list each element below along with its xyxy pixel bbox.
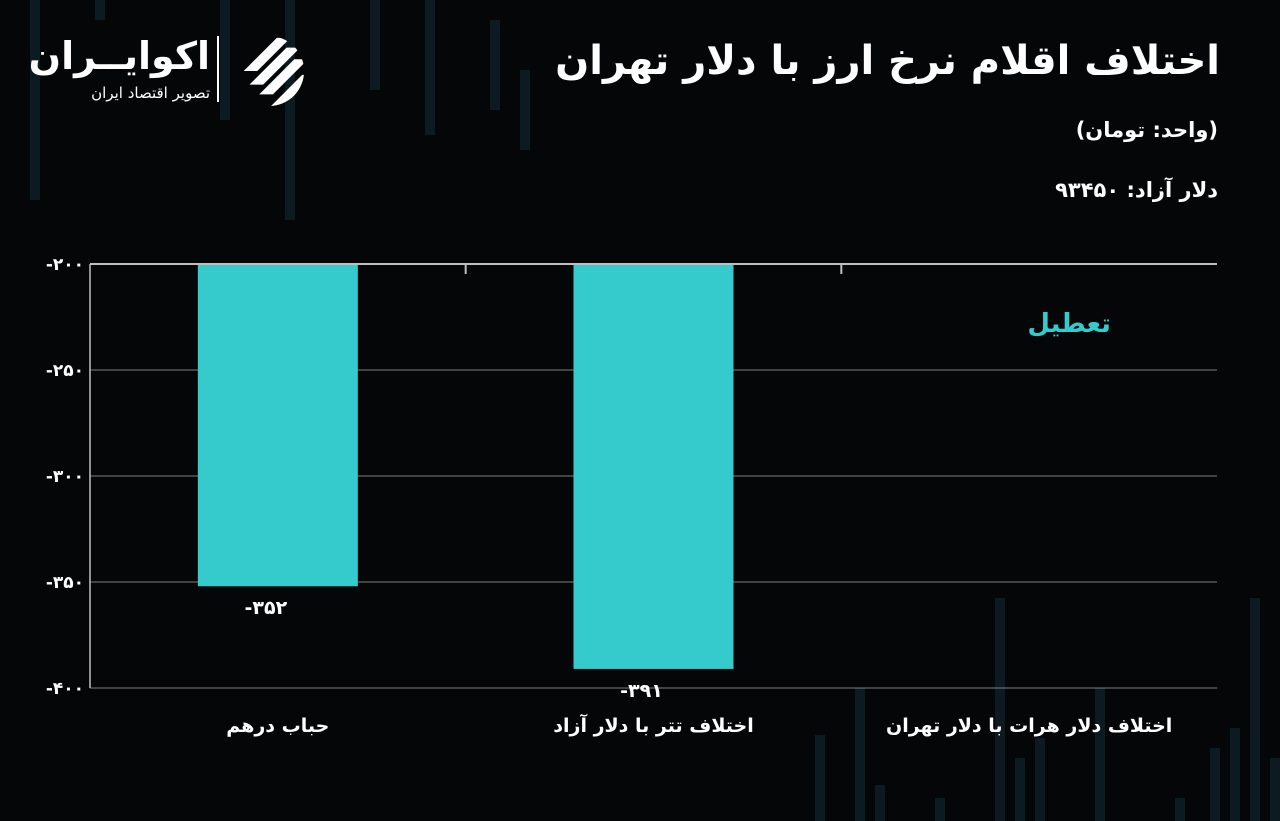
background-candle <box>30 0 40 200</box>
annotation-label: تعطیل <box>1027 309 1111 339</box>
background-candle <box>1230 728 1240 821</box>
background-candle <box>1175 798 1185 821</box>
page-title: اختلاف اقلام نرخ ارز با دلار تهران <box>555 38 1220 84</box>
background-candle <box>220 0 230 120</box>
background-candle <box>490 20 500 110</box>
y-tick-label: -۴۰۰ <box>46 679 84 699</box>
background-candle <box>995 598 1005 821</box>
logo-mark-icon <box>243 37 305 107</box>
background-candle <box>425 0 435 135</box>
background-candle <box>935 798 945 821</box>
logo-divider <box>217 36 219 102</box>
background-candle <box>370 0 380 90</box>
background-candle <box>1035 738 1045 821</box>
category-label: حباب درهم <box>226 715 329 737</box>
bar <box>197 264 358 587</box>
data-label: -۳۹۱ <box>620 680 663 702</box>
logo: اکوایــران تصویر اقتصاد ایران <box>29 30 320 110</box>
background-candle <box>520 70 530 150</box>
background-candle <box>95 0 105 20</box>
bar <box>573 264 734 669</box>
logo-tagline: تصویر اقتصاد ایران <box>91 84 210 102</box>
background-candle <box>1015 758 1025 821</box>
unit-note: (واحد: تومان) <box>1075 118 1218 142</box>
category-label: اختلاف دلار هرات با دلار تهران <box>886 715 1172 737</box>
logo-name: اکوایــران <box>28 34 210 78</box>
data-label: -۳۵۲ <box>244 597 287 619</box>
background-candle <box>1250 598 1260 821</box>
background-candle <box>815 735 825 821</box>
background-candle <box>1210 748 1220 821</box>
free-dollar-note: دلار آزاد: ۹۳۴۵۰ <box>1055 178 1218 202</box>
category-label: اختلاف تتر با دلار آزاد <box>553 713 753 737</box>
background-candle <box>875 785 885 821</box>
background-candle <box>285 0 295 220</box>
background-candle <box>855 688 865 821</box>
y-tick-label: -۲۵۰ <box>46 361 84 381</box>
y-tick-label: -۳۵۰ <box>46 573 84 593</box>
background-candle <box>1270 758 1280 821</box>
y-tick-label: -۲۰۰ <box>46 255 84 275</box>
background-candle <box>1095 688 1105 821</box>
y-tick-label: -۳۰۰ <box>46 467 84 487</box>
